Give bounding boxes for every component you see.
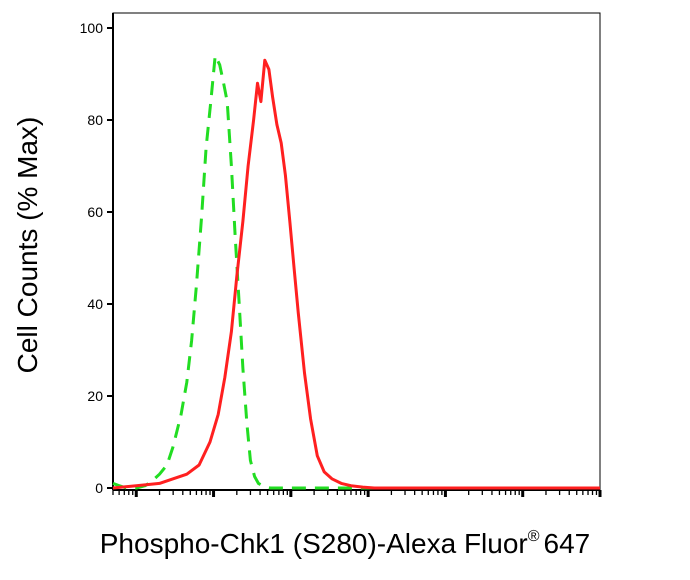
y-tick-label: 40 <box>87 296 103 312</box>
isotype-control-curve <box>112 54 600 490</box>
registered-mark: ® <box>527 527 540 545</box>
y-tick-label: 80 <box>87 112 103 128</box>
x-axis-title-main: Phospho-Chk1 (S280)-Alexa Fluor <box>99 528 528 559</box>
y-tick-label: 100 <box>80 20 104 36</box>
y-tick-label: 20 <box>87 388 103 404</box>
sample-curve <box>112 58 600 490</box>
plot-border <box>112 12 601 491</box>
y-axis: 0 20 40 60 80 100 <box>80 20 113 496</box>
plot-frame <box>112 12 601 491</box>
x-axis <box>112 490 602 497</box>
y-tick-label: 0 <box>95 480 103 496</box>
y-tick-label: 60 <box>87 204 103 220</box>
y-axis-title-text: Cell Counts (% Max) <box>12 116 43 374</box>
x-axis-title: Phospho-Chk1 (S280)-Alexa Fluor® 647 <box>0 528 690 560</box>
series-layer <box>112 54 600 490</box>
x-axis-title-tail: 647 <box>543 528 591 559</box>
